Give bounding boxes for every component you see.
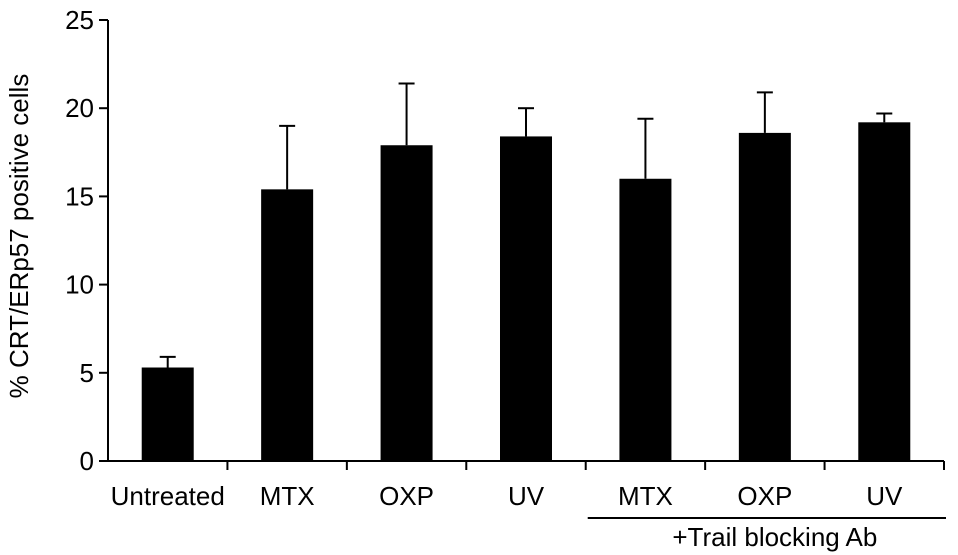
bars [141, 122, 911, 461]
x-tick-label: MTX [618, 481, 673, 511]
y-tick-label: 20 [65, 93, 94, 123]
y-axis-label: % CRT/ERp57 positive cells [4, 74, 34, 399]
bar [141, 367, 194, 461]
group-bracket: +Trail blocking Ab [587, 517, 946, 552]
y-axis: 0 5 10 15 20 25 [65, 5, 109, 476]
bar [500, 136, 552, 461]
bar [380, 145, 433, 461]
bar [619, 178, 672, 461]
x-tick-label: OXP [737, 481, 792, 511]
error-bars [159, 82, 893, 368]
bar [261, 189, 314, 461]
y-tick-label: 25 [65, 5, 94, 35]
y-tick-label: 10 [65, 270, 94, 300]
y-tick-label: 15 [65, 181, 94, 211]
bar [738, 132, 791, 461]
x-tick-label: OXP [379, 481, 434, 511]
bar [858, 122, 911, 461]
x-tick-label: UV [866, 481, 903, 511]
x-tick-label: Untreated [111, 481, 225, 511]
y-tick-label: 0 [80, 446, 94, 476]
x-tick-label: UV [508, 481, 545, 511]
group-label: +Trail blocking Ab [672, 522, 877, 552]
y-tick-label: 5 [80, 358, 94, 388]
category-labels: Untreated MTX OXP UV MTX OXP UV [111, 481, 903, 511]
x-axis [107, 460, 945, 470]
x-tick-label: MTX [260, 481, 315, 511]
